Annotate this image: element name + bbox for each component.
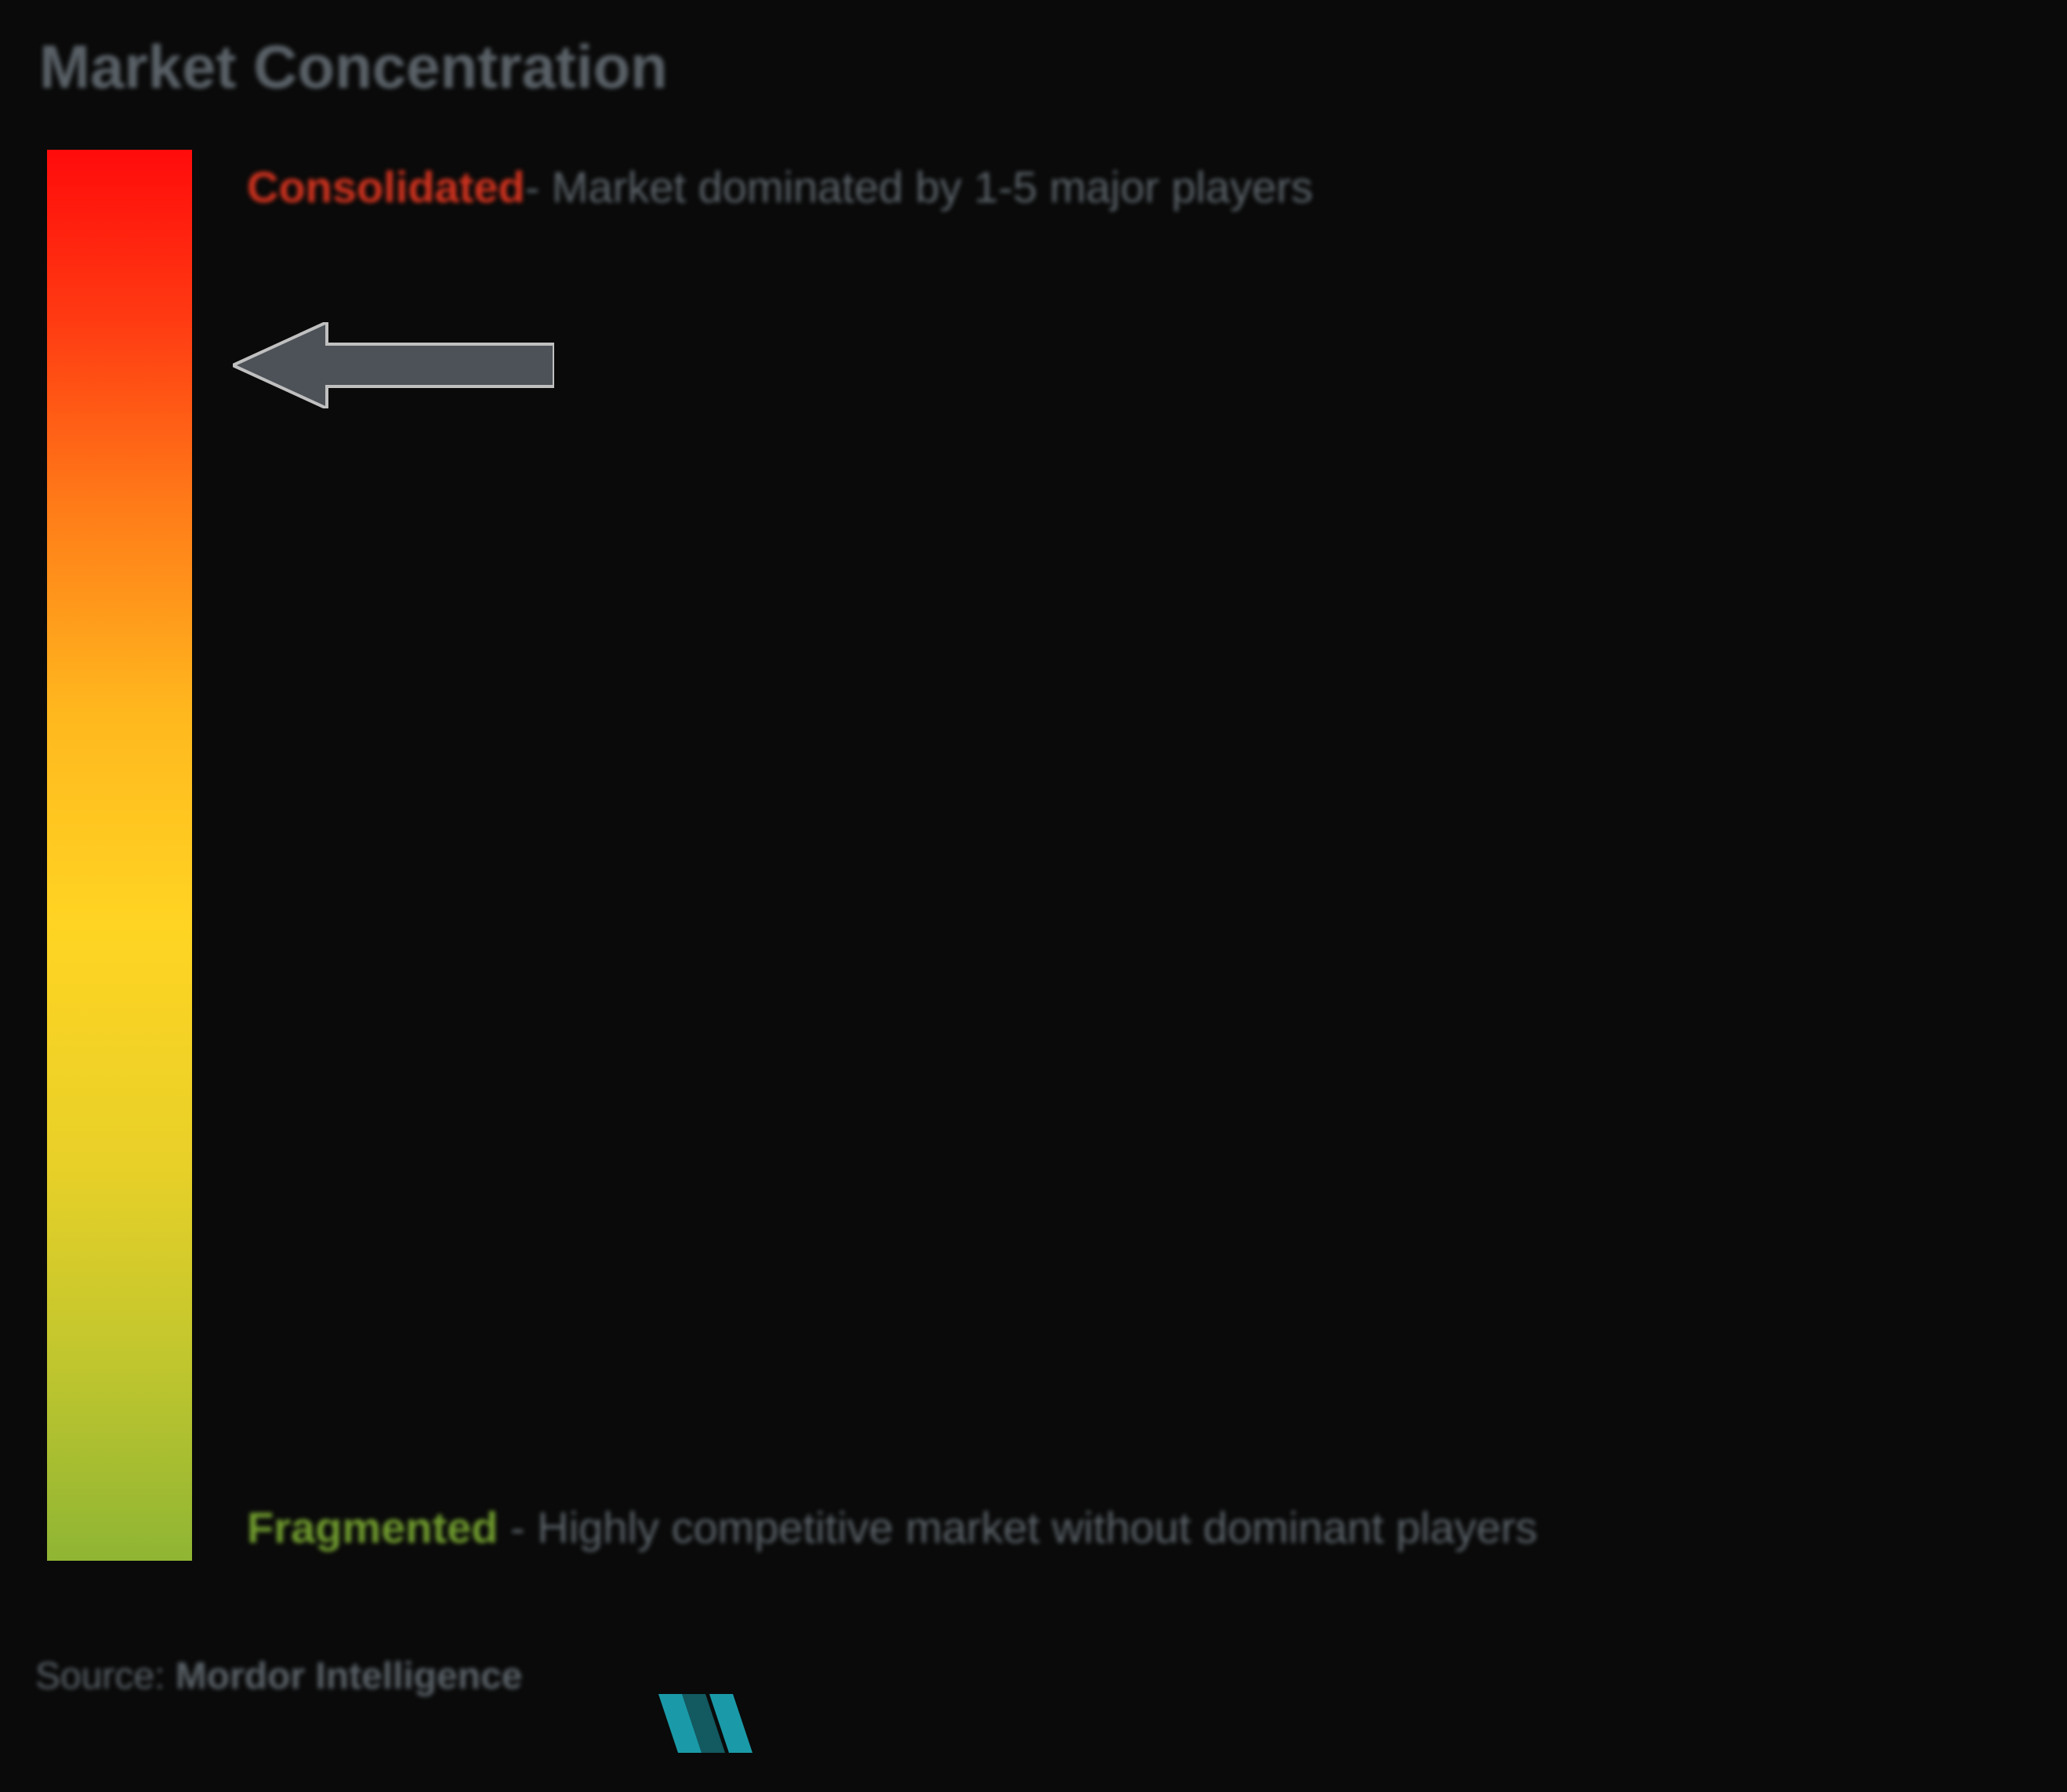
brand-logo-icon bbox=[651, 1682, 760, 1753]
concentration-gradient-bar bbox=[47, 150, 192, 1561]
fragmented-term: Fragmented bbox=[247, 1503, 499, 1552]
source-attribution: Source: Mordor Intelligence bbox=[35, 1655, 522, 1698]
page-title: Market Concentration bbox=[39, 31, 2028, 103]
fragmented-desc: - Highly competitive market without domi… bbox=[499, 1503, 1538, 1552]
consolidated-label-row: Consolidated- Market dominated by 1-5 ma… bbox=[247, 158, 1996, 217]
labels-column: Consolidated- Market dominated by 1-5 ma… bbox=[247, 150, 2028, 1561]
source-name: Mordor Intelligence bbox=[176, 1656, 523, 1697]
consolidated-desc: - Market dominated by 1-5 major players bbox=[525, 162, 1313, 212]
position-arrow bbox=[233, 322, 554, 412]
source-label: Source: bbox=[35, 1656, 176, 1697]
fragmented-label-row: Fragmented - Highly competitive market w… bbox=[247, 1498, 1996, 1558]
left-arrow-icon bbox=[233, 322, 554, 408]
chart-content: Consolidated- Market dominated by 1-5 ma… bbox=[39, 150, 2028, 1561]
consolidated-term: Consolidated bbox=[247, 162, 525, 212]
